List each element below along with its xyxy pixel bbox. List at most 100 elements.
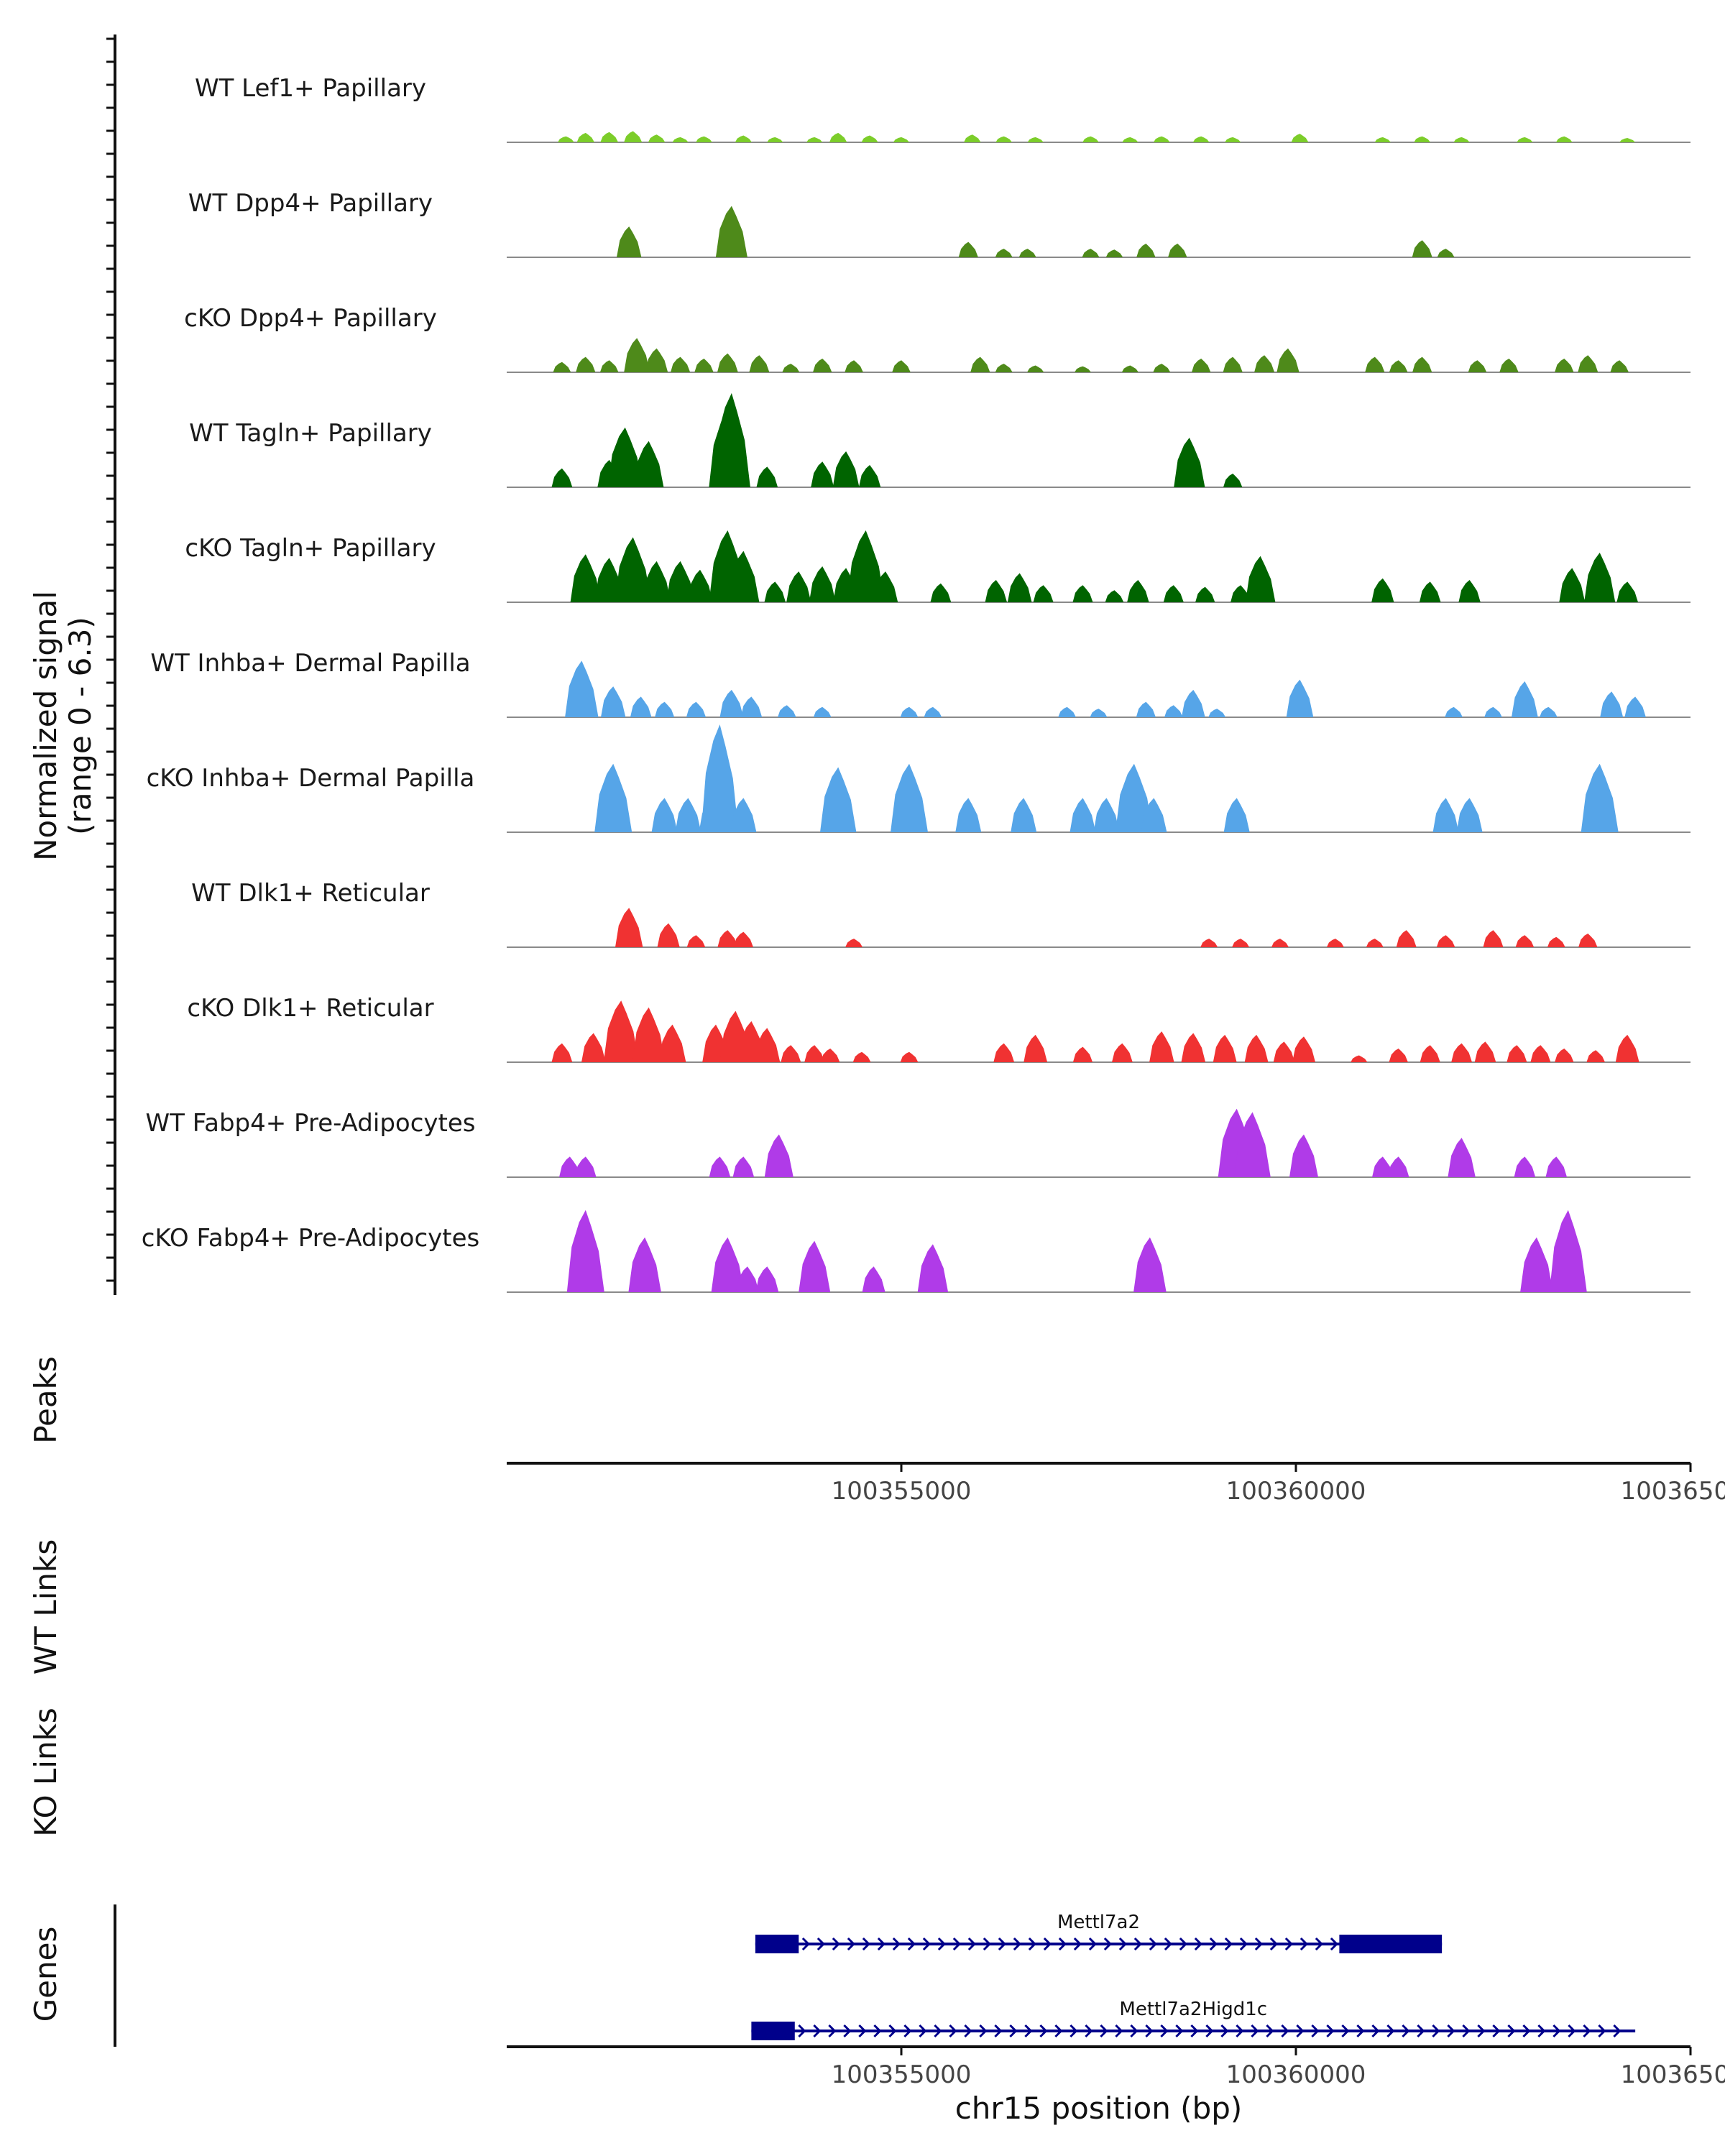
peak-8 (1232, 939, 1250, 947)
strand-arrow (813, 2024, 822, 2038)
genes-panel-label: Genes (28, 1927, 63, 2022)
strand-arrow (964, 2024, 972, 2038)
strand-arrow (1073, 1937, 1082, 1951)
peak-22 (1291, 134, 1309, 142)
peak-7 (696, 136, 712, 142)
peak-29 (1559, 568, 1586, 602)
strand-arrow (1115, 2024, 1123, 2038)
peak-26 (1517, 137, 1533, 142)
strand-arrow (937, 1937, 946, 1951)
strand-arrow (1130, 2024, 1138, 2038)
track-label: WT Tagln+ Papillary (189, 419, 432, 448)
peak-30 (1578, 355, 1598, 372)
peak-11 (1448, 1138, 1476, 1177)
strand-arrow (1613, 2024, 1622, 2038)
peak-19 (1149, 1031, 1174, 1062)
strand-arrow (949, 2024, 957, 2038)
peak-8 (735, 135, 752, 142)
peak-18 (1121, 365, 1138, 372)
peak-2 (575, 1156, 597, 1177)
peak-29 (1474, 1041, 1496, 1062)
strand-arrow (994, 2024, 1003, 2038)
peak-31 (1530, 1045, 1551, 1062)
peak-15 (993, 1043, 1015, 1062)
peak-2 (628, 1237, 661, 1292)
peak-5 (764, 1134, 794, 1177)
track-label: cKO Tagln+ Papillary (185, 534, 436, 563)
peak-14 (873, 571, 898, 602)
peak-18 (1112, 1043, 1133, 1062)
peak-3 (600, 132, 619, 142)
peak-24 (1624, 696, 1646, 717)
strand-arrow (1043, 1937, 1052, 1951)
gene-label: Mettl7a2 (1057, 1912, 1140, 1933)
strand-arrow (1133, 1937, 1142, 1951)
peak-23 (1600, 691, 1624, 717)
strand-arrow (1088, 1937, 1097, 1951)
peaks-panel-label: Peaks (28, 1356, 63, 1444)
peak-15 (1164, 705, 1183, 717)
strand-arrow (1281, 2024, 1289, 2038)
peak-7 (1200, 939, 1218, 947)
peak-9 (832, 451, 860, 487)
peak-3 (675, 798, 702, 832)
peak-5 (701, 724, 739, 832)
peak-1 (570, 554, 601, 602)
strand-arrow (967, 1937, 976, 1951)
peak-10 (1520, 1237, 1553, 1292)
peak-6 (671, 356, 691, 372)
x-axis-genes: 100355000 100360000 100365000 (507, 2045, 1725, 2089)
strand-arrow (1054, 2024, 1063, 2038)
strand-arrow (1341, 2024, 1350, 2038)
x-axis-label: chr15 position (bp) (955, 2091, 1243, 2126)
strand-arrow (1254, 1937, 1263, 1951)
peak-6 (672, 137, 689, 142)
peak-4 (732, 1156, 755, 1177)
peak-11 (1070, 798, 1096, 832)
peak-17 (1208, 709, 1226, 717)
peak-19 (1153, 364, 1171, 372)
strand-arrow (1145, 2024, 1154, 2038)
strand-arrow (1239, 1937, 1248, 1951)
strand-arrow (1311, 2024, 1320, 2038)
peak-9 (1168, 244, 1187, 257)
peak-3 (599, 360, 619, 372)
peak-19 (1153, 136, 1170, 142)
strand-arrow (843, 2024, 852, 2038)
peak-11 (1366, 939, 1384, 947)
peak-20 (1181, 1033, 1206, 1062)
peak-9 (1372, 1156, 1394, 1177)
peak-25 (1245, 556, 1276, 602)
strand-arrow (1118, 1937, 1127, 1951)
strand-arrow (1164, 1937, 1172, 1951)
strand-arrow (1058, 1937, 1067, 1951)
peak-14 (1141, 798, 1167, 832)
peak-11 (1174, 438, 1205, 487)
peak-17 (1072, 1046, 1093, 1062)
peak-5 (648, 134, 666, 142)
peak-6 (1082, 249, 1100, 257)
strand-arrow (1386, 2024, 1395, 2038)
y-axis-label-line2: (range 0 - 6.3) (63, 617, 98, 835)
strand-arrow (1039, 2024, 1048, 2038)
peak-10 (782, 364, 800, 372)
peak-9 (754, 1028, 781, 1062)
peak-24 (1365, 356, 1385, 372)
peak-10 (781, 1045, 801, 1062)
peak-23 (1195, 586, 1215, 602)
strand-arrow (1224, 1937, 1233, 1951)
strand-arrow (1507, 2024, 1516, 2038)
peak-7 (694, 359, 714, 372)
peak-16 (1547, 936, 1565, 947)
peak-5 (733, 931, 753, 947)
peak-4 (624, 131, 643, 142)
strand-arrow (1103, 1937, 1112, 1951)
strand-arrow (1417, 2024, 1425, 2038)
peak-28 (1458, 580, 1481, 602)
peak-18 (1033, 585, 1054, 602)
track-1: WT Lef1+ Papillary (195, 74, 1690, 143)
peak-10 (1387, 1156, 1409, 1177)
peak-10 (1011, 798, 1037, 832)
peak-27 (1468, 360, 1487, 372)
peak-2 (601, 686, 626, 717)
